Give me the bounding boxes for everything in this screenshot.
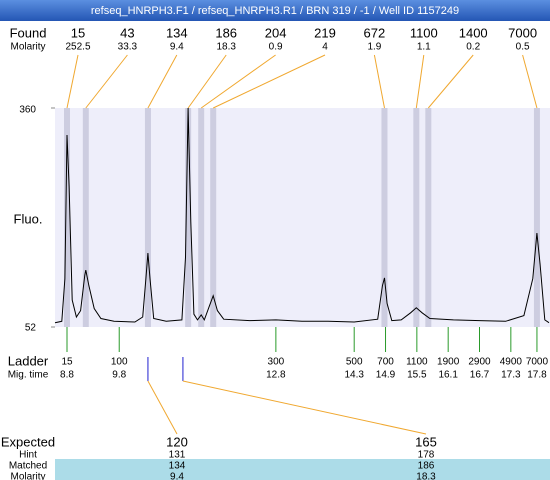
expected-size: 165: [415, 434, 437, 449]
found-molarity: 0.9: [269, 42, 283, 53]
found-band: [533, 108, 540, 327]
found-connector: [212, 54, 326, 109]
found-size: 186: [215, 25, 237, 40]
mig-time: 9.8: [112, 370, 126, 381]
y-tick-label: 360: [19, 105, 36, 116]
found-molarity: 18.3: [216, 42, 236, 53]
found-band: [381, 108, 388, 327]
mig-time-label: Mig. time: [8, 370, 49, 381]
found-band: [413, 108, 420, 327]
found-band: [82, 108, 89, 327]
found-connector: [66, 54, 79, 109]
found-band: [425, 108, 432, 327]
found-connector: [187, 54, 227, 109]
found-connector: [415, 54, 425, 109]
ladder-size: 1900: [437, 357, 460, 368]
found-molarity: 1.1: [417, 42, 431, 53]
plot-area: [55, 108, 550, 327]
ladder-size: 100: [111, 357, 128, 368]
found-band: [210, 108, 217, 327]
mig-time: 12.8: [266, 370, 286, 381]
ladder-size: 7000: [526, 357, 549, 368]
found-molarity: 33.3: [118, 42, 138, 53]
ladder-label: Ladder: [8, 353, 49, 368]
found-molarity: 9.4: [170, 42, 184, 53]
matched-molarity: 9.4: [170, 472, 184, 480]
trace: [54, 107, 550, 324]
ladder-size: 4900: [500, 357, 523, 368]
mig-time: 15.5: [407, 370, 427, 381]
found-connector: [85, 54, 128, 109]
matched-label: Matched: [9, 461, 47, 472]
mig-time: 16.7: [470, 370, 490, 381]
ladder-size: 300: [268, 357, 285, 368]
matched-molarity: 18.3: [416, 472, 436, 480]
found-band: [198, 108, 205, 327]
hint-label: Hint: [19, 450, 37, 461]
ladder-size: 700: [377, 357, 394, 368]
found-label: Found: [10, 25, 47, 40]
found-size: 15: [71, 25, 85, 40]
matched-bg: [55, 459, 550, 480]
expected-connector: [147, 380, 178, 435]
expected-label: Expected: [1, 434, 55, 449]
found-molarity: 4: [322, 42, 328, 53]
mig-time: 17.8: [527, 370, 547, 381]
ladder-size: 500: [346, 357, 363, 368]
ladder-size: 15: [61, 357, 73, 368]
found-band: [144, 108, 151, 327]
y-axis-label: Fluo.: [14, 211, 43, 226]
found-size: 672: [364, 25, 386, 40]
found-molarity: 252.5: [65, 42, 90, 53]
ladder-size: 2900: [468, 357, 491, 368]
found-size: 134: [166, 25, 188, 40]
y-tick-label: 52: [25, 323, 37, 334]
found-size: 204: [265, 25, 287, 40]
found-connector: [373, 54, 385, 109]
expected-connector: [182, 380, 427, 435]
header-bar: [0, 0, 550, 21]
found-size: 43: [120, 25, 134, 40]
found-band: [185, 108, 192, 327]
hint-size: 178: [418, 450, 435, 461]
found-connector: [522, 54, 538, 109]
mig-time: 17.3: [501, 370, 521, 381]
expected-size: 120: [166, 434, 188, 449]
found-molarity: 0.2: [466, 42, 480, 53]
mig-time: 14.9: [376, 370, 396, 381]
found-size: 7000: [508, 25, 537, 40]
exp-molarity-label: Molarity: [10, 472, 45, 480]
found-connector: [427, 54, 474, 109]
mig-time: 8.8: [60, 370, 74, 381]
hint-size: 131: [169, 450, 186, 461]
mig-time: 16.1: [438, 370, 458, 381]
header-title: refseq_HNRPH3.F1 / refseq_HNRPH3.R1 / BR…: [91, 5, 459, 17]
found-band: [64, 108, 71, 327]
matched-size: 134: [169, 461, 186, 472]
found-connector: [147, 54, 178, 109]
ladder-size: 1100: [406, 357, 428, 368]
matched-size: 186: [418, 461, 435, 472]
found-connector: [200, 54, 276, 109]
found-size: 1400: [459, 25, 488, 40]
found-molarity: 0.5: [516, 42, 530, 53]
found-size: 219: [314, 25, 336, 40]
molarity-label: Molarity: [10, 42, 45, 53]
mig-time: 14.3: [344, 370, 364, 381]
found-size: 1100: [410, 25, 438, 40]
found-molarity: 1.9: [367, 42, 381, 53]
